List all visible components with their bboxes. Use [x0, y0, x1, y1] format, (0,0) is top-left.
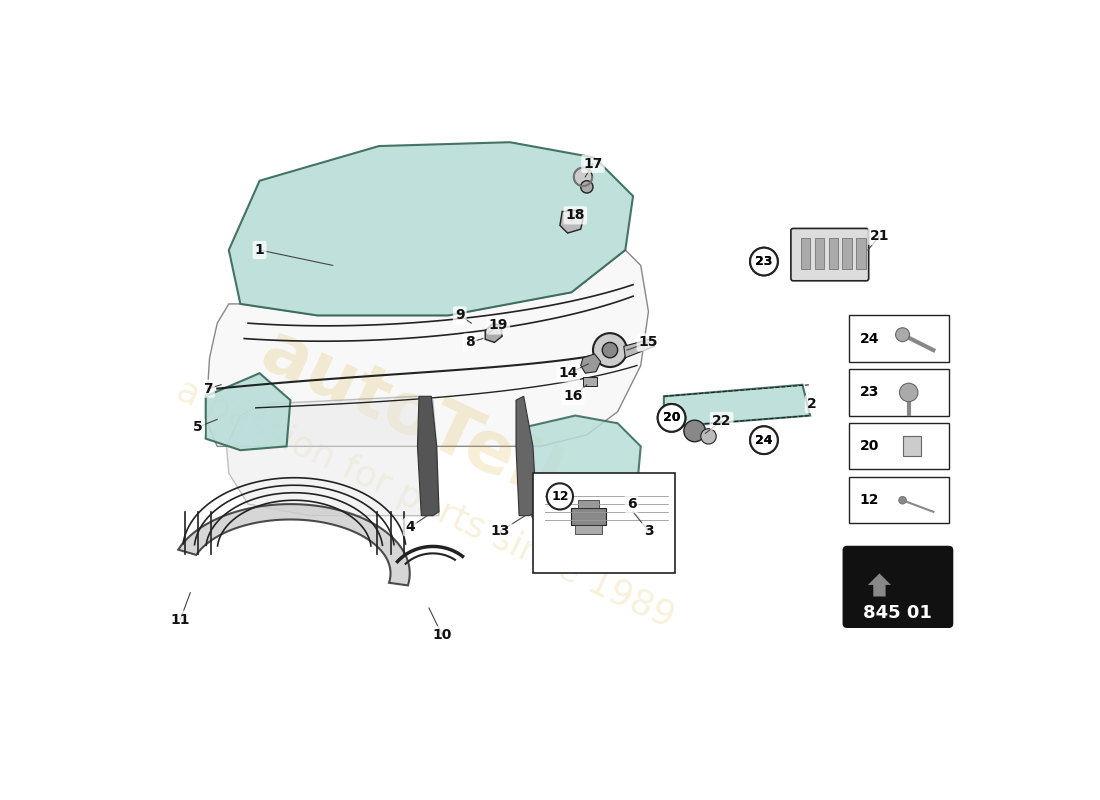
Text: 8: 8 [465, 335, 475, 350]
Polygon shape [418, 396, 439, 516]
Circle shape [574, 168, 592, 186]
Text: 14: 14 [559, 366, 579, 380]
Text: 2: 2 [806, 397, 816, 411]
Bar [815, 238, 824, 270]
Circle shape [750, 426, 778, 454]
Text: 13: 13 [491, 524, 510, 538]
Circle shape [658, 404, 685, 432]
Bar [572, 508, 606, 525]
Bar [849, 477, 948, 523]
Text: 10: 10 [432, 628, 452, 642]
FancyBboxPatch shape [791, 229, 869, 281]
Text: 12: 12 [859, 494, 879, 507]
Text: 20: 20 [859, 439, 879, 454]
Text: 3: 3 [644, 524, 653, 538]
Polygon shape [229, 142, 634, 315]
Text: 24: 24 [756, 434, 772, 446]
Bar [849, 423, 948, 470]
Text: 9: 9 [455, 309, 464, 322]
Polygon shape [178, 504, 409, 586]
FancyBboxPatch shape [844, 546, 953, 627]
Text: 7: 7 [204, 382, 212, 396]
Circle shape [603, 342, 618, 358]
Circle shape [895, 328, 910, 342]
Polygon shape [227, 396, 439, 516]
Bar [849, 370, 948, 415]
Text: 11: 11 [170, 613, 190, 626]
Bar [575, 525, 603, 534]
Text: a passion for parts since 1989: a passion for parts since 1989 [170, 374, 680, 634]
Bar [856, 238, 866, 270]
Circle shape [547, 483, 573, 510]
Circle shape [581, 181, 593, 193]
Polygon shape [664, 385, 810, 427]
Text: 5: 5 [194, 420, 202, 434]
Bar [849, 315, 948, 362]
Circle shape [750, 248, 778, 275]
Text: 20: 20 [663, 411, 680, 424]
Bar [578, 500, 600, 508]
Text: 19: 19 [488, 318, 508, 333]
Text: 15: 15 [639, 335, 658, 350]
Text: 1: 1 [255, 243, 264, 257]
Bar [801, 238, 810, 270]
Text: 23: 23 [756, 255, 772, 268]
Polygon shape [560, 210, 583, 233]
Text: 23: 23 [756, 255, 772, 268]
Text: 20: 20 [663, 411, 680, 424]
Circle shape [750, 426, 778, 454]
Bar [534, 474, 675, 574]
Text: autoTeile: autoTeile [250, 318, 616, 537]
Polygon shape [516, 396, 537, 516]
Circle shape [750, 248, 778, 275]
Text: 18: 18 [565, 208, 585, 222]
Circle shape [593, 333, 627, 367]
Polygon shape [624, 338, 654, 358]
Circle shape [900, 383, 917, 402]
Polygon shape [868, 574, 891, 597]
Polygon shape [206, 373, 290, 450]
Text: 24: 24 [756, 434, 772, 446]
Polygon shape [581, 354, 601, 373]
Text: 21: 21 [870, 229, 889, 243]
Circle shape [658, 404, 685, 432]
Text: 23: 23 [859, 386, 879, 399]
Bar [843, 238, 851, 270]
Polygon shape [519, 415, 640, 518]
Text: 24: 24 [859, 331, 879, 346]
Text: 17: 17 [583, 157, 603, 170]
Text: 12: 12 [551, 490, 569, 503]
Circle shape [684, 420, 705, 442]
Text: 845 01: 845 01 [864, 604, 933, 622]
Text: 16: 16 [563, 390, 583, 403]
Polygon shape [206, 250, 649, 446]
Polygon shape [485, 323, 502, 342]
Bar [583, 377, 597, 386]
Text: 22: 22 [712, 414, 732, 428]
Text: 4: 4 [405, 520, 415, 534]
Text: 6: 6 [627, 497, 636, 511]
Bar [902, 435, 921, 455]
Circle shape [701, 429, 716, 444]
Bar [828, 238, 838, 270]
Circle shape [899, 496, 906, 504]
